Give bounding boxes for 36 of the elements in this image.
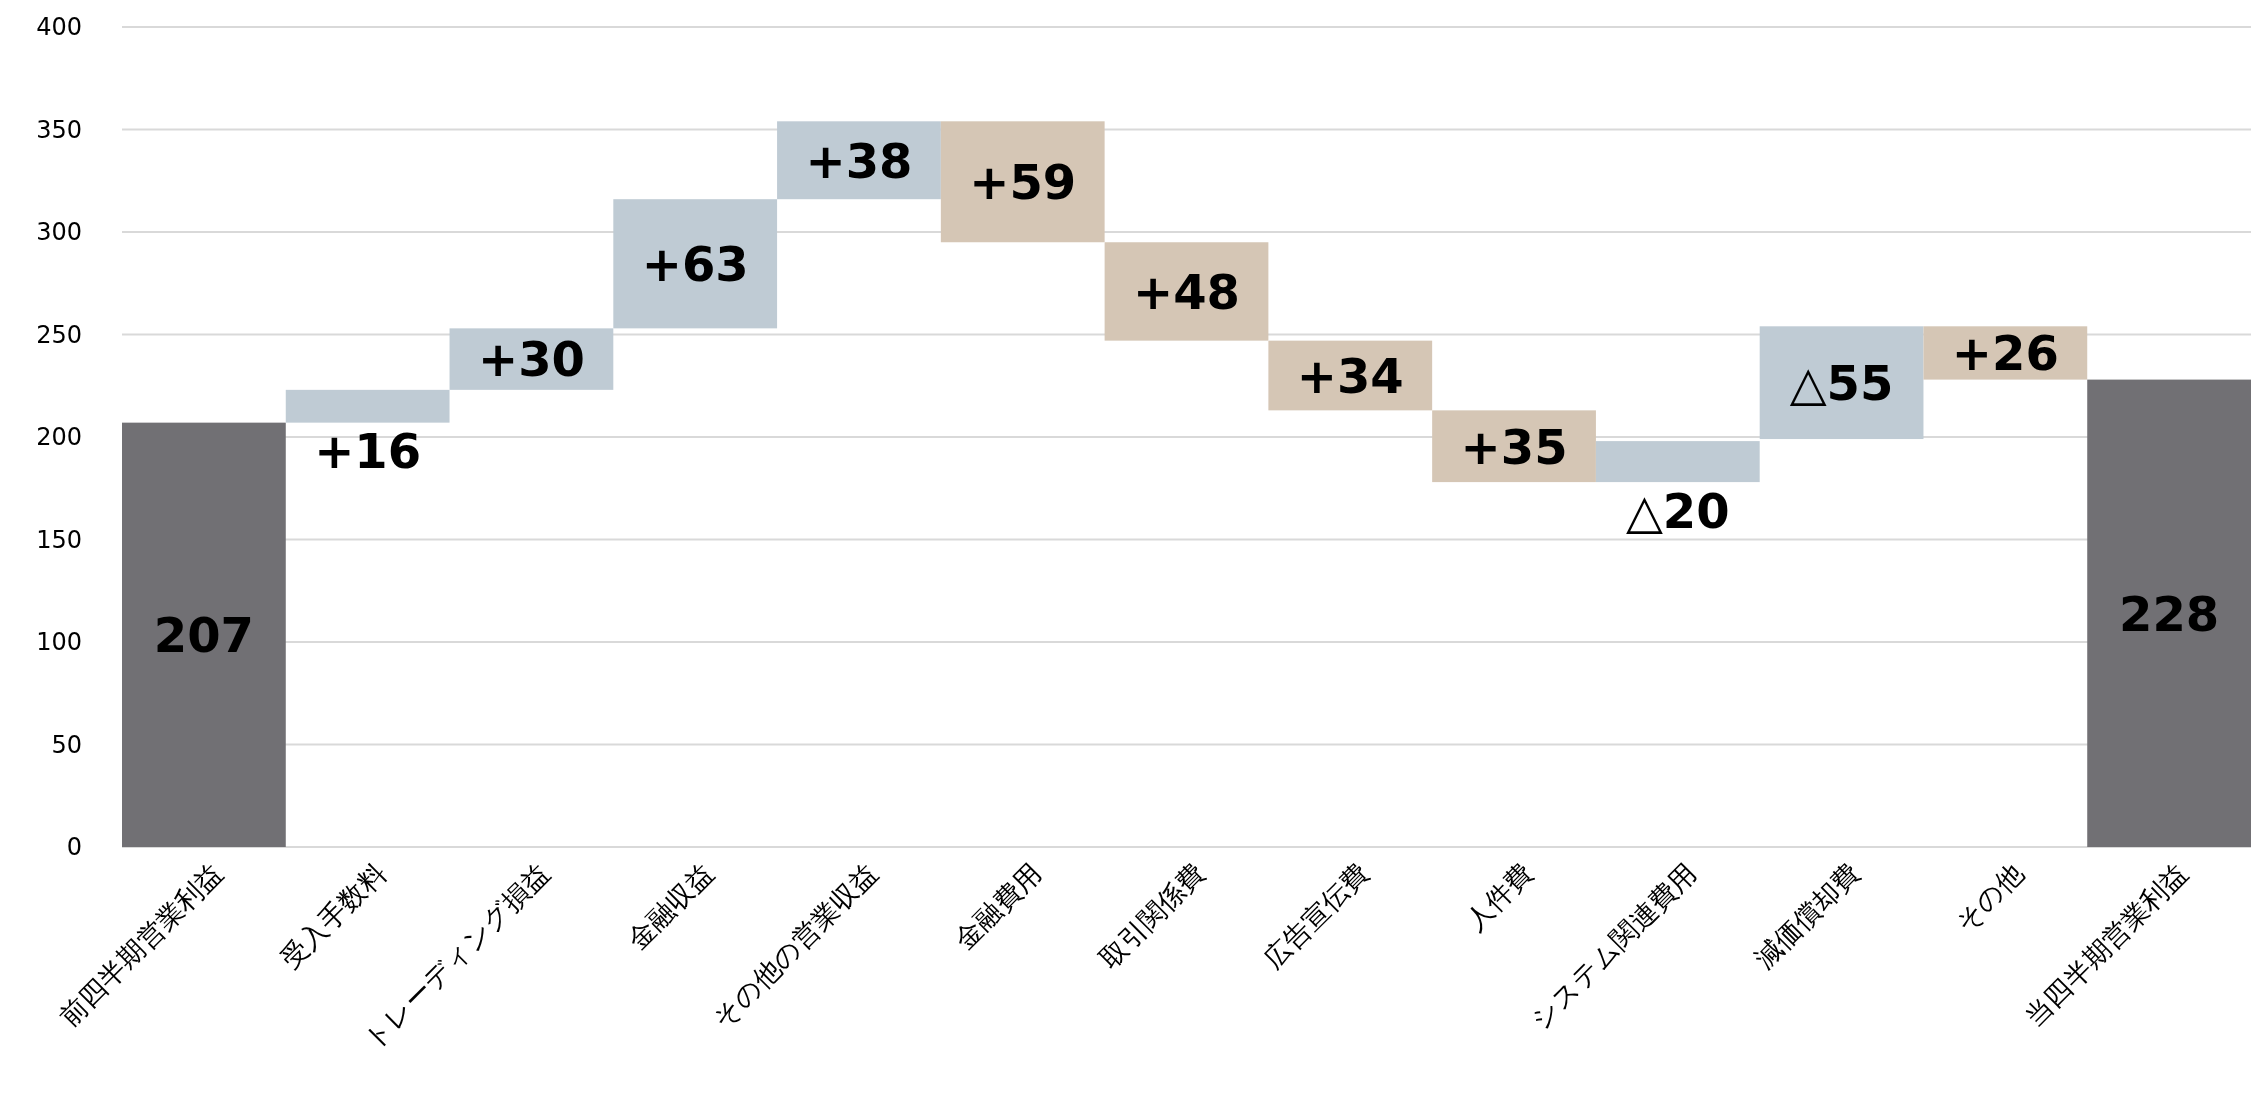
y-tick-label: 50 [51, 730, 82, 759]
x-tick-label: 金融収益 [621, 857, 720, 956]
data-label: +34 [1296, 347, 1404, 404]
y-tick-label: 200 [36, 423, 82, 451]
data-label: +30 [477, 331, 585, 388]
bar [613, 199, 778, 329]
bar [1759, 326, 1924, 440]
data-label: 228 [2119, 585, 2220, 642]
bar [285, 389, 450, 423]
x-tick-label: 受入手数料 [274, 857, 392, 975]
x-tick-label: 取引関係費 [1093, 857, 1211, 975]
x-tick-label: その他 [1948, 857, 2030, 938]
data-label: +26 [1951, 325, 2059, 382]
y-tick-label: 150 [36, 525, 82, 554]
y-tick-label: 400 [36, 13, 82, 41]
x-tick-label: 広告宣伝費 [1257, 857, 1375, 975]
data-label: 207 [153, 607, 254, 664]
data-label: +59 [969, 154, 1077, 211]
x-tick-label: 人件費 [1459, 857, 1539, 937]
y-tick-label: 350 [36, 115, 82, 144]
x-tick-label: 金融費用 [948, 857, 1047, 956]
y-tick-label: 300 [36, 218, 82, 246]
data-label: +16 [314, 423, 422, 480]
data-label: +38 [805, 132, 913, 189]
data-label: △55 [1789, 354, 1894, 411]
data-label: +35 [1460, 418, 1568, 475]
bar [122, 422, 286, 847]
y-tick-label: 100 [36, 628, 82, 656]
bar [2087, 379, 2251, 847]
x-tick-label: 減価償却費 [1748, 857, 1866, 975]
data-label: +48 [1132, 263, 1241, 320]
y-tick-label: 250 [36, 320, 82, 349]
data-label: △20 [1625, 482, 1730, 539]
data-label: +63 [641, 236, 749, 293]
bar [940, 121, 1105, 243]
bar [1595, 441, 1760, 483]
